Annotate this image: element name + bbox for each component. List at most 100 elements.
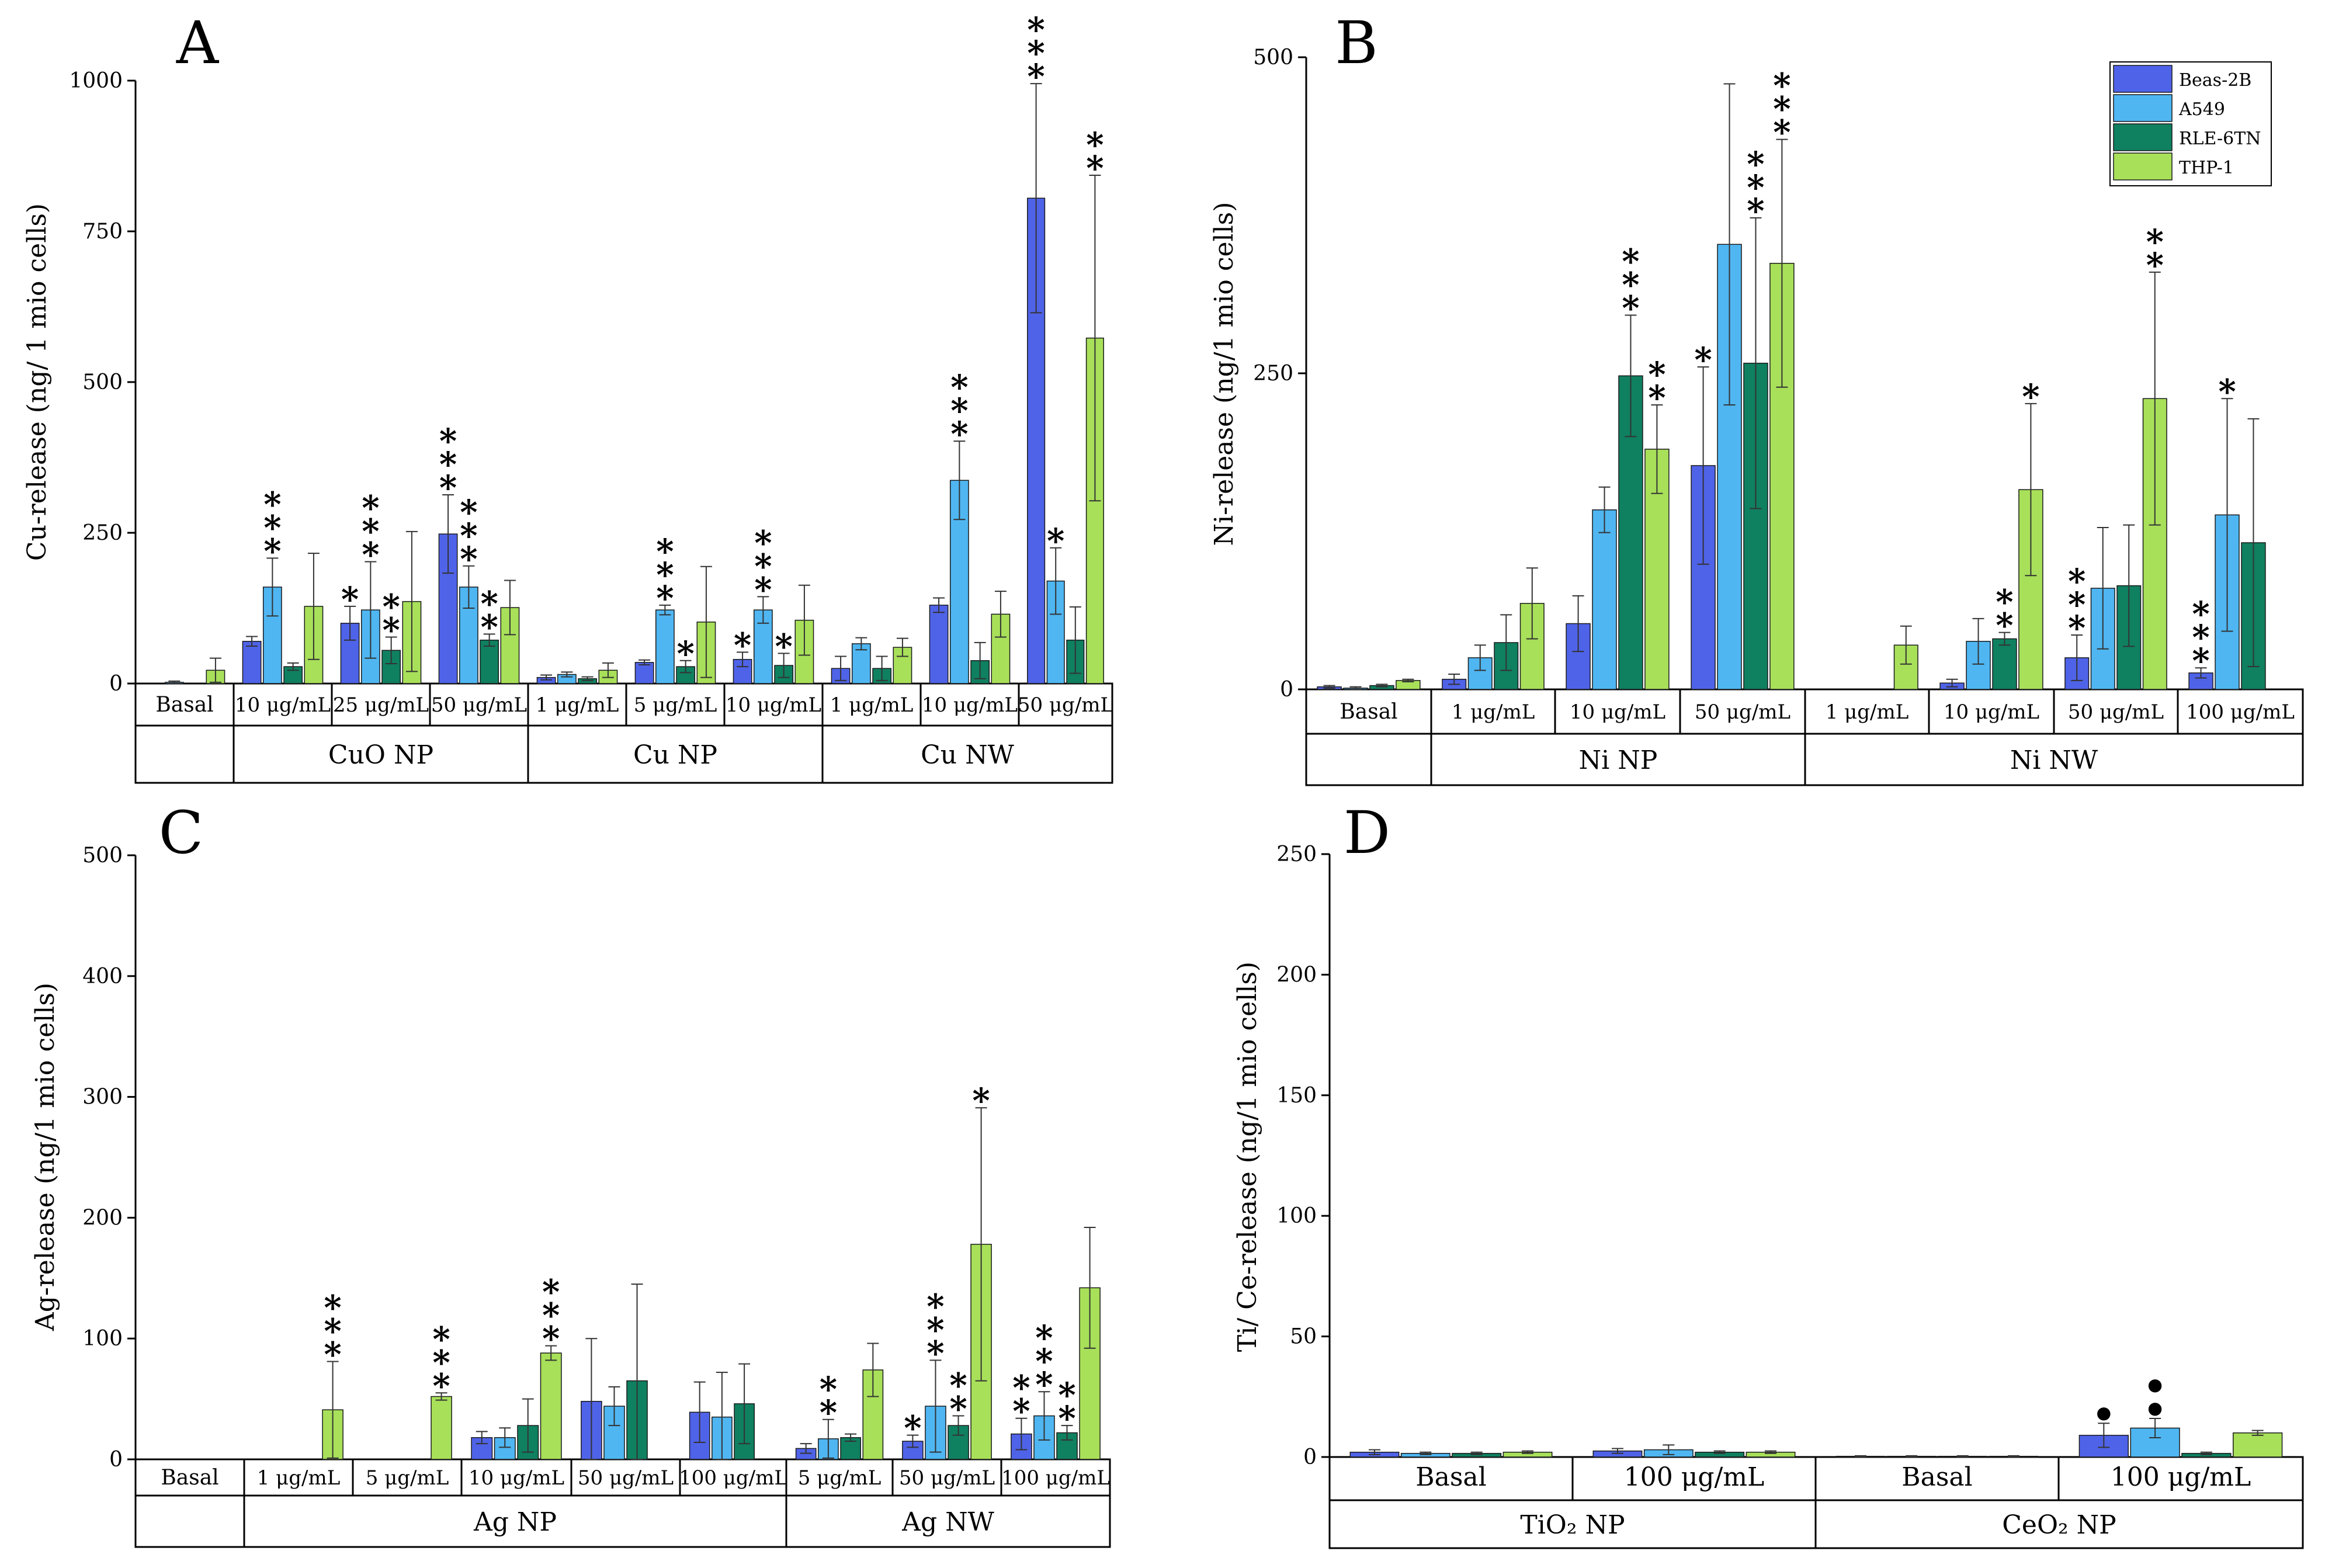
y-tick-label: 500 (82, 370, 123, 394)
significance-star: * (2146, 222, 2164, 262)
significance-star: * (2068, 561, 2085, 601)
legend-swatch (2113, 123, 2173, 151)
significance-star: * (2022, 377, 2039, 417)
significance-star: * (460, 492, 477, 532)
significance-star: * (460, 539, 477, 579)
significance-star: * (1027, 33, 1044, 73)
group-label: Cu NW (921, 740, 1014, 770)
y-tick-label: 500 (82, 844, 123, 868)
group-label: Cu NP (633, 740, 717, 770)
y-tick-label: 0 (109, 672, 123, 696)
bar-beas-2b (242, 641, 262, 684)
category-label: 10 μg/mL (235, 693, 331, 717)
significance-star: * (656, 578, 674, 618)
category-label: 1 μg/mL (257, 1466, 341, 1490)
significance-star: * (439, 445, 457, 484)
significance-star: * (656, 555, 674, 595)
significance-star: * (1648, 378, 1665, 418)
y-axis-title: Ti/ Ce-release (ng/1 mio cells) (1233, 962, 1262, 1352)
significance-star: * (904, 1409, 921, 1448)
significance-star: * (1047, 521, 1064, 561)
panel-a: A Cu-release (ng/ 1 mio cells) 0 250 500 750 1… (22, 9, 1113, 784)
significance-star: * (362, 488, 379, 528)
category-label: 10 μg/mL (726, 693, 821, 717)
category-label: Basal (161, 1466, 218, 1490)
significance-star: * (432, 1319, 450, 1359)
category-label: Basal (1415, 1462, 1486, 1492)
significance-star: * (926, 1333, 944, 1373)
group-label: Ni NW (2010, 745, 2098, 775)
category-label: 100 μg/mL (2186, 700, 2295, 724)
significance-star: * (950, 391, 968, 431)
significance-star: * (1058, 1375, 1075, 1415)
significance-star: * (949, 1366, 967, 1406)
legend-label: Beas-2B (2179, 70, 2251, 91)
significance-star: * (1747, 168, 1764, 207)
y-tick-label: 100 (82, 1327, 123, 1351)
significance-star: * (480, 584, 498, 623)
significance-star: * (542, 1272, 560, 1312)
category-label: 100 μg/mL (1001, 1466, 1110, 1490)
group-label: Ag NP (473, 1507, 557, 1537)
legend-swatch (2113, 65, 2173, 93)
bar-a549 (1592, 509, 1617, 690)
significance-star: * (2192, 594, 2209, 634)
panel-b: B Ni-release (ng/1 mio cells) 0 250 500 Basal… (1209, 9, 2304, 786)
significance-star: * (362, 535, 379, 575)
significance-star: * (754, 570, 772, 609)
significance-star: * (1035, 1341, 1053, 1381)
category-label: 100 μg/mL (1624, 1462, 1765, 1492)
category-label: 5 μg/mL (798, 1466, 882, 1490)
y-tick-label: 150 (1276, 1084, 1317, 1108)
significance-star: * (1773, 113, 1790, 152)
significance-star: * (820, 1369, 837, 1409)
significance-star: * (926, 1310, 944, 1350)
y-tick-label: 250 (1253, 362, 1293, 386)
significance-star: * (1086, 148, 1103, 188)
significance-star: * (263, 484, 281, 524)
significance-dot: • (2143, 1389, 2167, 1432)
significance-star: * (1622, 265, 1639, 304)
significance-star: * (439, 468, 457, 508)
panel-letter: A (176, 9, 220, 77)
category-label: Basal (1901, 1462, 1972, 1492)
category-label: 5 μg/mL (634, 693, 717, 717)
category-label: 100 μg/mL (2111, 1462, 2251, 1492)
significance-star: * (2068, 585, 2085, 625)
significance-star: * (324, 1334, 341, 1374)
y-tick-label: 0 (109, 1448, 123, 1472)
bar-beas-2b (340, 623, 360, 684)
bar-thp-1 (2233, 1432, 2283, 1458)
category-label: 10 μg/mL (1570, 700, 1665, 724)
significance-star: * (775, 626, 792, 666)
significance-star: * (1996, 606, 2013, 646)
significance-star: * (1622, 241, 1639, 281)
significance-star: * (480, 607, 498, 647)
y-tick-label: 0 (1303, 1445, 1317, 1469)
panel-d: D Ti/ Ce-release (ng/1 mio cells) 0 50 100 15… (1233, 799, 2304, 1549)
y-tick-label: 200 (1276, 963, 1317, 987)
significance-star: * (382, 587, 400, 627)
significance-star: * (2192, 618, 2209, 657)
category-label: 50 μg/mL (1018, 693, 1113, 717)
significance-star: * (1773, 89, 1790, 129)
significance-star: * (1747, 144, 1764, 184)
significance-star: * (324, 1288, 341, 1327)
significance-star: * (1996, 582, 2013, 622)
significance-star: * (439, 421, 457, 461)
group-label: Ag NW (901, 1507, 994, 1537)
significance-star: * (263, 531, 281, 571)
significance-star: * (1035, 1365, 1053, 1404)
y-tick-label: 300 (82, 1085, 123, 1109)
significance-star: * (1773, 66, 1790, 106)
y-tick-label: 250 (82, 521, 123, 545)
significance-star: * (1027, 10, 1044, 50)
significance-star: * (754, 523, 772, 563)
panel-letter: B (1335, 9, 1378, 77)
significance-star: * (1694, 340, 1712, 380)
significance-dot: • (2143, 1365, 2167, 1409)
significance-star: * (820, 1393, 837, 1432)
bar-rle-6tn (480, 639, 499, 684)
significance-star: * (382, 610, 400, 650)
significance-star: * (362, 512, 379, 551)
